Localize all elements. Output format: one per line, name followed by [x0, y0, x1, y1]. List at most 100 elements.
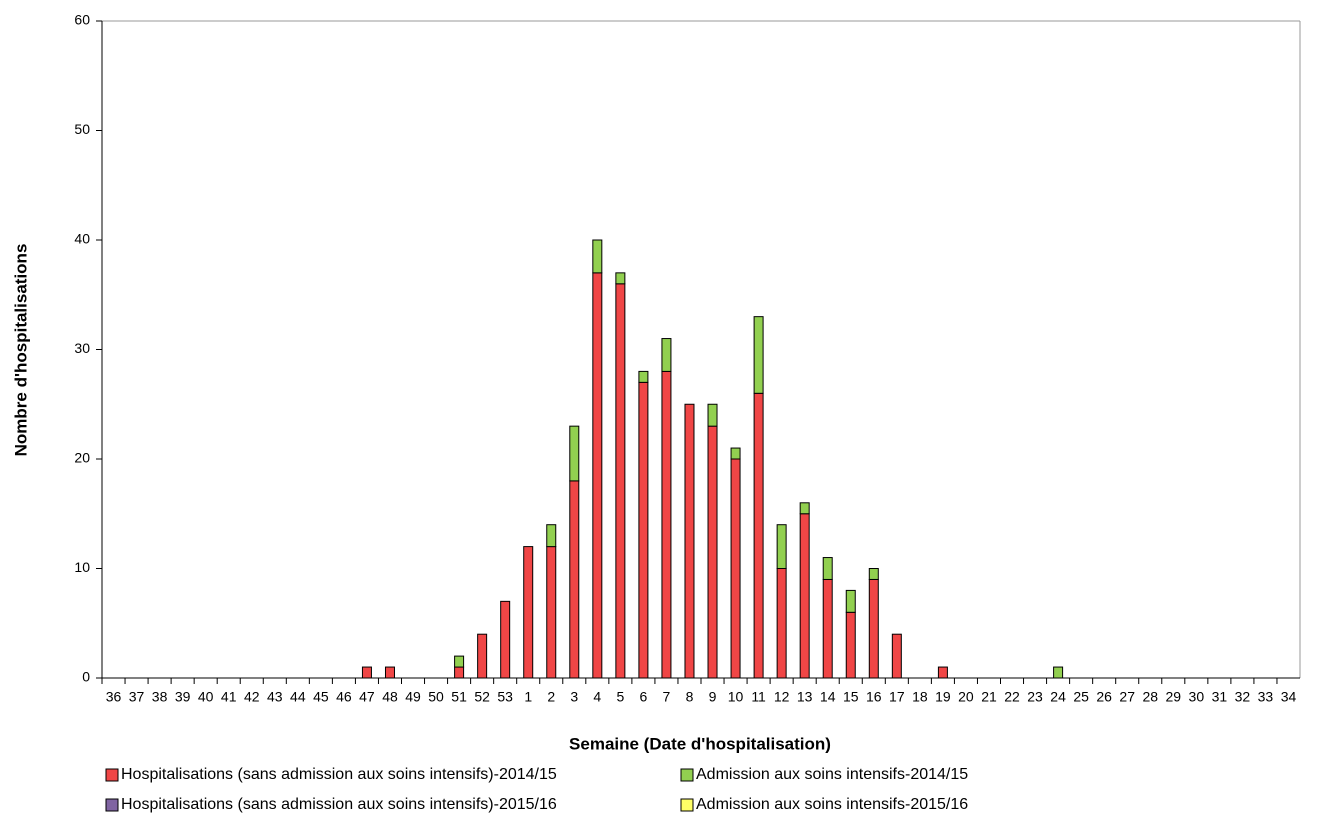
bar-segment — [592, 239, 603, 274]
bar-segment — [523, 546, 534, 679]
bar-segment — [546, 546, 557, 679]
x-tick-label: 44 — [290, 689, 306, 705]
bar-segment — [753, 392, 764, 679]
bar-segment — [615, 272, 626, 285]
bar-segment — [868, 578, 879, 679]
x-tick-label: 31 — [1212, 689, 1228, 705]
x-tick-label: 36 — [106, 689, 122, 705]
x-tick-label: 16 — [866, 689, 882, 705]
x-tick-label: 48 — [382, 689, 398, 705]
bar-segment — [615, 283, 626, 679]
x-tick-label: 27 — [1119, 689, 1135, 705]
x-tick-label: 50 — [428, 689, 444, 705]
x-tick-label: 39 — [175, 689, 191, 705]
bar-segment — [937, 666, 948, 679]
x-tick-label: 11 — [751, 689, 766, 705]
legend-swatch — [680, 768, 694, 782]
legend-label: Admission aux soins intensifs-2014/15 — [696, 766, 968, 783]
bar-segment — [822, 557, 833, 580]
x-tick-label: 26 — [1096, 689, 1112, 705]
x-tick-label: 13 — [797, 689, 813, 705]
x-tick-label: 18 — [912, 689, 928, 705]
x-tick-label: 25 — [1073, 689, 1089, 705]
x-tick-label: 46 — [336, 689, 352, 705]
x-tick-label: 45 — [313, 689, 329, 705]
x-tick-label: 29 — [1165, 689, 1181, 705]
x-tick-label: 8 — [686, 689, 694, 705]
x-tick-label: 49 — [405, 689, 421, 705]
bar-segment — [661, 338, 672, 372]
legend-swatch — [105, 768, 119, 782]
x-tick-label: 52 — [474, 689, 490, 705]
bar-segment — [730, 447, 741, 460]
x-tick-label: 5 — [616, 689, 624, 705]
x-tick-label: 15 — [843, 689, 859, 705]
x-tick-label: 2 — [547, 689, 555, 705]
y-axis-label: Nombre d'hospitalisations — [11, 244, 30, 457]
x-tick-label: 41 — [221, 689, 237, 705]
x-tick-label: 7 — [663, 689, 671, 705]
bar-segment — [707, 403, 718, 427]
bar-segment — [845, 589, 856, 613]
bar-segment — [799, 513, 810, 679]
legend-label: Hospitalisations (sans admission aux soi… — [121, 796, 557, 813]
bar-segment — [384, 666, 395, 679]
x-tick-label: 42 — [244, 689, 260, 705]
bar-segment — [1053, 666, 1064, 679]
legend-label: Admission aux soins intensifs-2015/16 — [696, 796, 968, 813]
bar-segment — [500, 600, 511, 679]
x-tick-label: 47 — [359, 689, 375, 705]
y-tick-label: 0 — [82, 669, 90, 685]
bar-segment — [569, 480, 580, 679]
y-tick-label: 20 — [74, 450, 90, 466]
bar-segment — [638, 370, 649, 383]
x-tick-label: 20 — [958, 689, 974, 705]
bar-segment — [638, 381, 649, 679]
bar-segment — [845, 611, 856, 679]
x-tick-label: 6 — [640, 689, 648, 705]
bar-segment — [454, 666, 465, 679]
x-tick-label: 40 — [198, 689, 214, 705]
x-tick-label: 23 — [1027, 689, 1043, 705]
x-tick-label: 24 — [1050, 689, 1066, 705]
bar-segment — [891, 633, 902, 679]
y-tick-label: 10 — [74, 559, 90, 575]
x-tick-label: 19 — [935, 689, 951, 705]
y-tick-label: 30 — [74, 340, 90, 356]
x-tick-label: 22 — [1004, 689, 1020, 705]
x-tick-label: 17 — [889, 689, 905, 705]
y-tick-label: 40 — [74, 231, 90, 247]
bar-segment — [730, 458, 741, 679]
bar-segment — [569, 425, 580, 482]
x-tick-label: 14 — [820, 689, 836, 705]
bar-segment — [776, 524, 787, 570]
bar-segment — [822, 578, 833, 679]
x-tick-label: 34 — [1281, 689, 1297, 705]
y-tick-label: 60 — [74, 12, 90, 28]
legend-swatch — [105, 798, 119, 812]
x-tick-label: 21 — [981, 689, 997, 705]
x-tick-label: 9 — [709, 689, 717, 705]
bar-segment — [454, 655, 465, 668]
bar-segment — [707, 425, 718, 679]
x-tick-label: 12 — [774, 689, 790, 705]
x-tick-label: 30 — [1189, 689, 1205, 705]
x-tick-label: 10 — [728, 689, 744, 705]
bar-segment — [477, 633, 488, 679]
bar-segment — [361, 666, 372, 679]
y-tick-label: 50 — [74, 121, 90, 137]
x-tick-label: 3 — [570, 689, 578, 705]
bar-segment — [868, 568, 879, 580]
x-tick-label: 51 — [451, 689, 467, 705]
x-tick-label: 32 — [1235, 689, 1251, 705]
legend-swatch — [680, 798, 694, 812]
x-tick-label: 38 — [152, 689, 168, 705]
bar-segment — [684, 403, 695, 679]
bar-segment — [546, 524, 557, 548]
x-tick-label: 33 — [1258, 689, 1274, 705]
x-tick-label: 43 — [267, 689, 283, 705]
x-tick-label: 53 — [497, 689, 513, 705]
legend-label: Hospitalisations (sans admission aux soi… — [121, 766, 557, 783]
bar-segment — [661, 370, 672, 679]
